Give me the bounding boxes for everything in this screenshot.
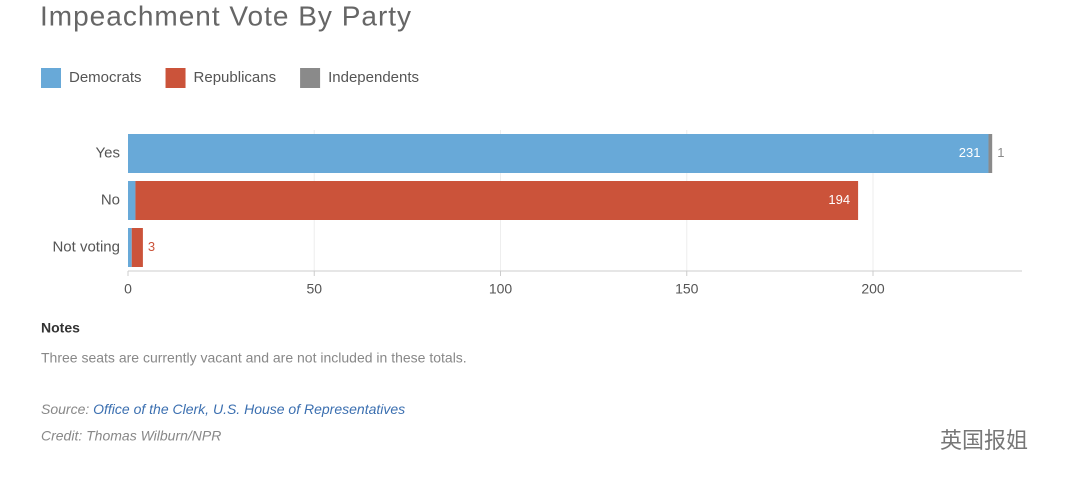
y-tick-label: Yes xyxy=(96,144,120,161)
x-tick-label: 200 xyxy=(861,281,885,297)
bar-segment xyxy=(128,228,132,267)
bar-segment xyxy=(128,134,989,173)
value-label: 194 xyxy=(828,192,850,207)
bar-segment xyxy=(128,181,136,220)
value-label: 231 xyxy=(959,145,981,160)
source-link[interactable]: Office of the Clerk, U.S. House of Repre… xyxy=(93,401,405,417)
bar-segment xyxy=(131,228,143,267)
source-prefix: Source: xyxy=(41,401,89,417)
legend-swatch xyxy=(165,68,186,88)
legend-swatch xyxy=(300,68,321,88)
y-tick-label: Not voting xyxy=(52,238,120,255)
bar-segment xyxy=(988,134,993,173)
credit: Credit: Thomas Wilburn/NPR xyxy=(41,428,221,444)
chart-title: Impeachment Vote By Party xyxy=(40,0,412,31)
notes-heading: Notes xyxy=(41,320,80,336)
x-tick-label: 150 xyxy=(675,281,699,297)
x-tick-label: 0 xyxy=(124,281,132,297)
value-label: 1 xyxy=(997,145,1004,160)
value-label: 3 xyxy=(148,239,155,254)
legend-swatch xyxy=(41,68,61,88)
x-tick-label: 100 xyxy=(489,281,513,297)
notes-text: Three seats are currently vacant and are… xyxy=(41,350,467,366)
y-tick-label: No xyxy=(101,191,120,208)
legend-label: Independents xyxy=(328,69,419,86)
legend-label: Democrats xyxy=(69,69,142,86)
x-tick-label: 50 xyxy=(306,281,322,297)
legend-label: Republicans xyxy=(194,69,277,86)
watermark: 英国报姐 xyxy=(940,428,1028,453)
source: Source: Office of the Clerk, U.S. House … xyxy=(41,401,405,417)
bar-segment xyxy=(135,181,859,220)
